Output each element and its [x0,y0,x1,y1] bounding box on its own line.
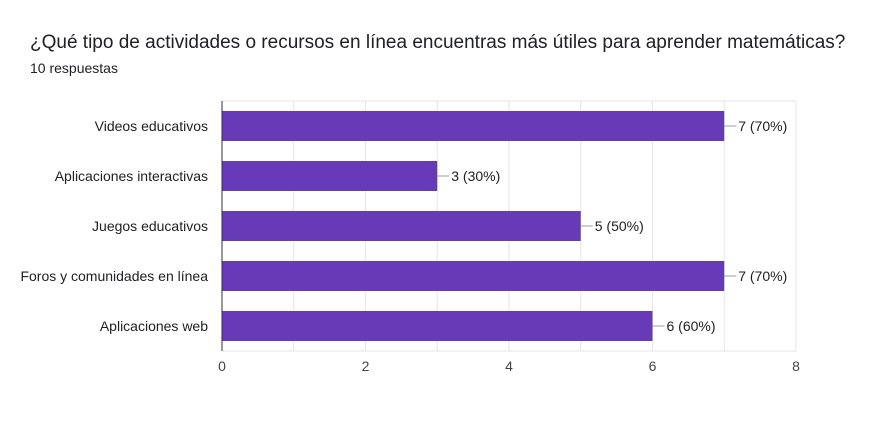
x-tick-label: 0 [218,358,226,374]
bar[interactable] [222,211,581,241]
response-count: 10 respuestas [30,60,118,76]
category-label: Juegos educativos [92,218,208,234]
bar[interactable] [222,261,725,291]
category-label: Foros y comunidades en línea [20,268,208,284]
data-label: 7 (70%) [738,118,787,134]
x-tick-label: 6 [649,358,657,374]
bar[interactable] [222,311,653,341]
bars [222,111,725,341]
bar[interactable] [222,111,725,141]
x-tick-label: 8 [792,358,800,374]
chart-title: ¿Qué tipo de actividades o recursos en l… [30,32,846,53]
data-label: 3 (30%) [451,168,500,184]
labels: Videos educativos 7 (70%) Aplicaciones int… [20,118,787,334]
category-label: Aplicaciones web [100,318,208,334]
data-label: 5 (50%) [595,218,644,234]
data-label: 6 (60%) [667,318,716,334]
category-label: Aplicaciones interactivas [55,168,208,184]
data-label: 7 (70%) [738,268,787,284]
bar[interactable] [222,161,438,191]
x-tick-label: 2 [362,358,370,374]
axes: 0 2 4 6 8 [218,101,800,374]
category-label: Videos educativos [95,118,208,134]
gridlines [222,100,797,352]
x-tick-label: 4 [505,358,513,374]
